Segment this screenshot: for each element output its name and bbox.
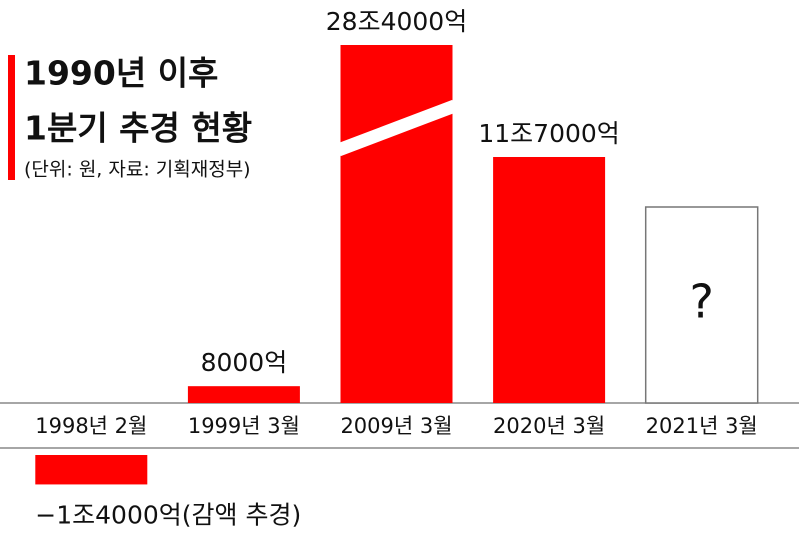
bar <box>493 157 606 403</box>
placeholder-box <box>644 206 759 404</box>
value-label: 11조7000억 <box>478 119 619 148</box>
bar <box>340 45 453 403</box>
x-tick-label: 2021년 3월 <box>646 414 758 438</box>
chart-subtitle: (단위: 원, 자료: 기획재정부) <box>24 159 251 181</box>
value-label: 28조4000억 <box>326 7 467 36</box>
bar <box>187 386 300 403</box>
value-label: −1조4000억(감액 추경) <box>35 500 301 529</box>
x-tick-label: 1998년 2월 <box>35 414 147 438</box>
title-accent <box>8 55 15 180</box>
x-tick-label: 2020년 3월 <box>493 414 605 438</box>
chart-title: 1990년 이후 <box>24 54 218 93</box>
chart-title: 1분기 추경 현황 <box>24 109 252 148</box>
x-tick-label: 1999년 3월 <box>188 414 300 438</box>
bar <box>35 455 148 485</box>
value-label: ? <box>689 275 713 329</box>
value-label: 8000억 <box>201 348 288 377</box>
x-tick-label: 2009년 3월 <box>340 414 452 438</box>
axis-break <box>336 99 457 157</box>
